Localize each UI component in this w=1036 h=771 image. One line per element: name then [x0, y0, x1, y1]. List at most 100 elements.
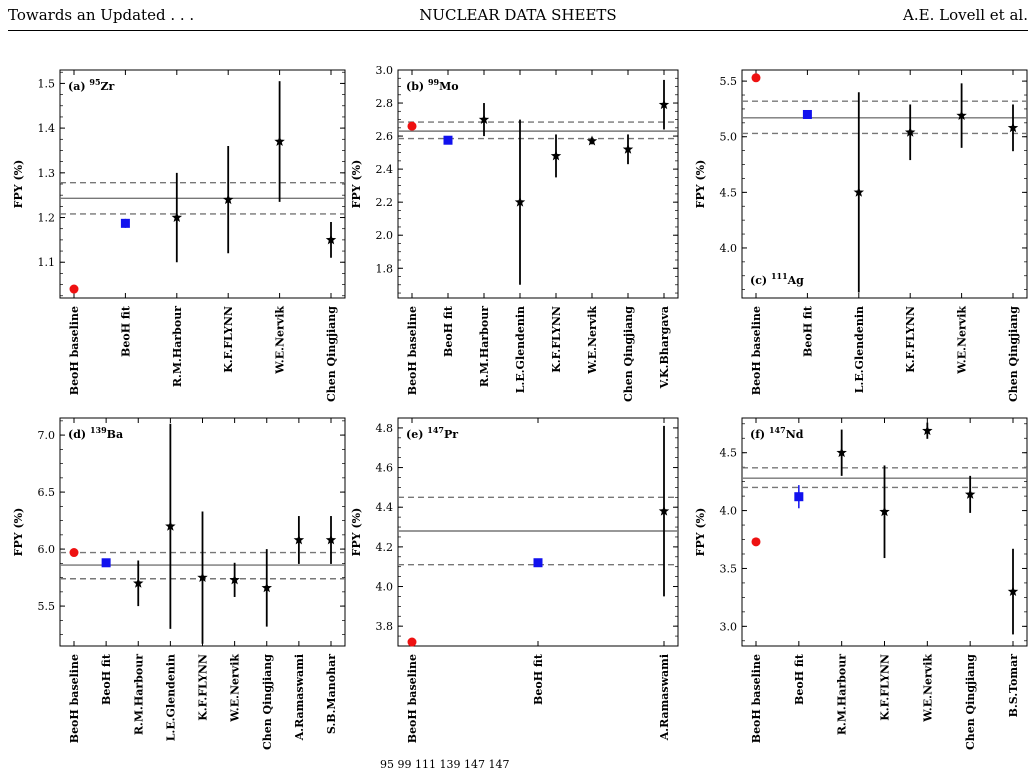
exp-marker	[964, 488, 976, 499]
y-tick-label: 1.2	[38, 212, 56, 225]
panel-label: (c) 111Ag	[750, 271, 804, 287]
x-category-label: A.Ramaswami	[293, 654, 306, 741]
x-category-label: R.M.Harbour	[478, 306, 491, 387]
x-category-label: L.E.Glendenin	[164, 654, 177, 741]
x-category-label: K.F.FLYNN	[879, 654, 892, 721]
journal-name: NUCLEAR DATA SHEETS	[419, 6, 617, 24]
x-category-label: BeoH baseline	[68, 654, 81, 743]
x-category-label: Chen Qingjiang	[964, 654, 977, 750]
y-tick-label: 4.2	[376, 541, 394, 554]
exp-marker	[922, 425, 933, 436]
x-category-label: Chen Qingjiang	[1007, 306, 1020, 402]
exp-marker	[478, 114, 490, 125]
y-axis-label: FPY (%)	[694, 160, 707, 209]
exp-marker	[879, 506, 890, 517]
x-category-label: W.E.Nervik	[274, 306, 287, 375]
y-tick-label: 2.4	[376, 163, 394, 176]
running-title: Towards an Updated . . .	[8, 6, 195, 24]
y-tick-label: 4.5	[720, 447, 738, 460]
x-category-label: W.E.Nervik	[586, 306, 599, 375]
panel-label: (b) 99Mo	[406, 77, 459, 93]
x-category-label: K.F.FLYNN	[904, 306, 917, 373]
x-category-label: BeoH fit	[801, 305, 814, 357]
x-category-label: BeoH fit	[793, 653, 806, 705]
x-category-label: BeoH fit	[119, 305, 132, 357]
exp-marker	[622, 143, 634, 154]
y-tick-label: 4.8	[376, 422, 394, 435]
panel-letter: (b)	[406, 80, 428, 93]
panel-3-ba: 5.5 6.0 6.5 7.0 FPY (%) BeoH baseline BeoH fit…	[12, 417, 346, 750]
panel-mass: 95	[89, 77, 100, 87]
y-tick-label: 2.2	[376, 196, 394, 209]
y-tick-label: 3.0	[376, 64, 394, 77]
x-category-label: BeoH fit	[442, 305, 455, 357]
y-tick-label: 4.0	[720, 242, 738, 255]
fit-marker	[443, 135, 453, 145]
panel-letter: (d)	[68, 428, 90, 441]
y-tick-label: 4.4	[376, 501, 394, 514]
exp-marker	[261, 582, 272, 593]
fit-marker	[101, 558, 111, 568]
panel-element: Nd	[786, 428, 804, 441]
baseline-marker	[69, 284, 79, 294]
exp-marker	[956, 110, 967, 121]
x-category-label: V.K.Bhargava	[658, 306, 671, 389]
x-category-label: W.E.Nervik	[921, 654, 934, 723]
exp-marker	[165, 520, 176, 531]
baseline-marker	[751, 73, 761, 83]
exp-marker	[293, 534, 305, 545]
exp-marker	[325, 534, 337, 545]
y-tick-label: 3.0	[720, 620, 738, 633]
y-tick-label: 5.5	[720, 75, 738, 88]
x-category-label: BeoH baseline	[750, 654, 763, 743]
x-category-label: A.Ramaswami	[658, 654, 671, 741]
panel-mass: 139	[90, 425, 107, 435]
y-tick-label: 1.5	[38, 77, 56, 90]
panel-5-nd: 3.0 3.5 4.0 4.5 FPY (%) BeoH baseline BeoH fit…	[694, 417, 1028, 750]
x-category-label: R.M.Harbour	[171, 306, 184, 387]
exp-marker	[1007, 586, 1019, 597]
x-category-label: BeoH fit	[532, 653, 545, 705]
panel-mass: 111	[771, 271, 788, 281]
panel-4-pr: 3.8 4.0 4.2 4.4 4.6 4.8 FPY (%) BeoH baseline Be…	[350, 417, 679, 743]
y-tick-label: 3.5	[720, 562, 738, 575]
y-tick-label: 5.5	[38, 600, 56, 613]
page-header: Towards an Updated . . . NUCLEAR DATA SH…	[8, 0, 1028, 30]
x-category-label: BeoH baseline	[750, 306, 763, 395]
exp-marker	[229, 574, 240, 585]
x-category-label: W.E.Nervik	[956, 306, 969, 375]
y-tick-label: 1.3	[38, 167, 56, 180]
panel-2-ag: 4.0 4.5 5.0 5.5 FPY (%) BeoH baseline BeoH fit…	[694, 69, 1028, 402]
panel-label: (d) 139Ba	[68, 425, 123, 441]
exp-marker	[658, 505, 670, 516]
panel-mass: 99	[428, 77, 440, 87]
y-tick-label: 7.0	[38, 429, 56, 442]
y-tick-label: 2.8	[376, 97, 394, 110]
fit-marker	[802, 109, 812, 119]
exp-marker	[853, 186, 865, 197]
panel-element: Ba	[107, 428, 123, 441]
exp-marker	[171, 212, 183, 222]
panel-element: Mo	[439, 80, 459, 93]
y-tick-label: 2.0	[376, 229, 394, 242]
y-tick-label: 6.5	[38, 486, 56, 499]
x-category-label: BeoH baseline	[68, 306, 81, 395]
x-category-label: K.F.FLYNN	[197, 654, 210, 721]
header-rule	[8, 30, 1028, 31]
axes-frame	[397, 417, 679, 647]
x-category-label: B.S.Tomar	[1007, 654, 1020, 718]
y-tick-label: 3.8	[376, 620, 394, 633]
exp-marker	[197, 572, 208, 583]
x-category-label: BeoH baseline	[406, 654, 419, 743]
y-axis-label: FPY (%)	[350, 508, 363, 557]
panel-mass: 147	[769, 425, 786, 435]
y-tick-label: 2.6	[376, 130, 394, 143]
panel-label: (e) 147Pr	[406, 425, 458, 441]
x-category-label: K.F.FLYNN	[222, 306, 235, 373]
baseline-marker	[407, 121, 417, 131]
axes-frame	[397, 69, 679, 299]
y-tick-label: 1.8	[376, 262, 394, 275]
fit-marker	[120, 218, 130, 228]
exp-marker	[325, 234, 337, 245]
